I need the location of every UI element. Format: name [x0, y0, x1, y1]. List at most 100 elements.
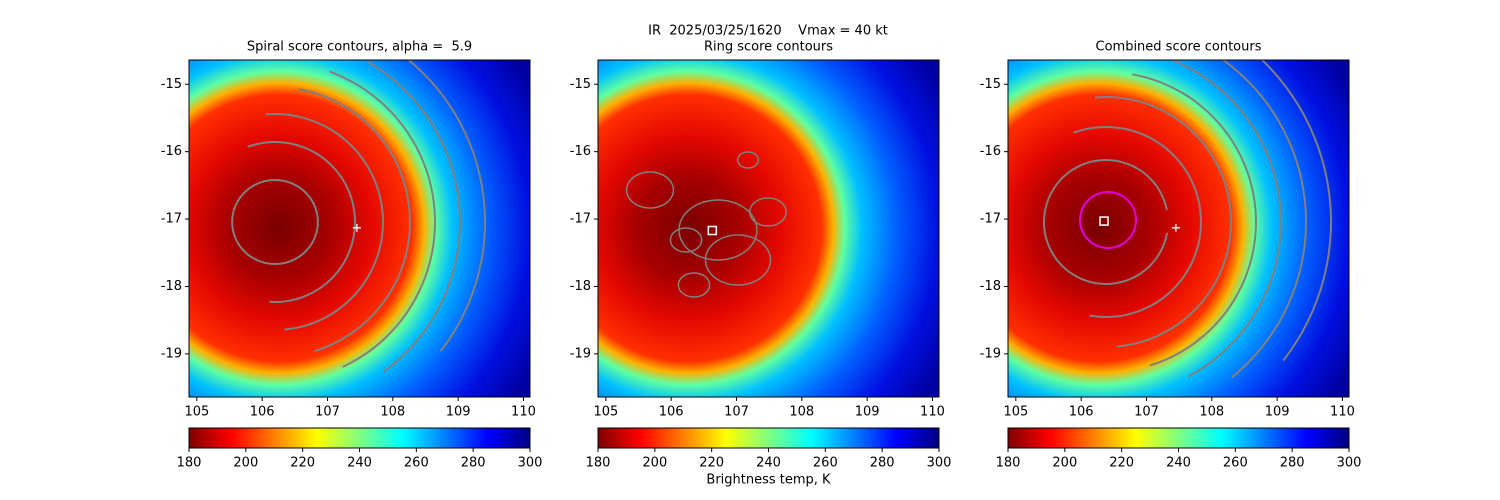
contour — [298, 88, 412, 353]
x-tick-label: 105 — [184, 405, 209, 420]
marker-plus — [352, 223, 361, 232]
contour — [736, 151, 760, 169]
colorbar — [597, 427, 940, 449]
axes-frame — [188, 59, 531, 398]
colorbar-label: Brightness temp, K — [706, 473, 831, 488]
y-tick-label: -18 — [980, 279, 1001, 294]
contour — [406, 60, 487, 352]
colorbar-tick-label: 280 — [870, 456, 895, 471]
colorbar-tick-label: 240 — [756, 456, 781, 471]
x-tick-label: 110 — [511, 405, 536, 420]
panel-title: Ring score contours — [704, 40, 833, 55]
contour — [265, 112, 385, 331]
marker-square — [1099, 216, 1109, 226]
colorbar — [188, 427, 531, 449]
colorbar-tick-label: 200 — [642, 456, 667, 471]
contour — [625, 171, 675, 209]
colorbar-tick-label: 300 — [1337, 456, 1362, 471]
y-tick-label: -15 — [980, 77, 1001, 92]
image-area — [598, 60, 939, 397]
contour — [749, 197, 787, 227]
contour — [704, 234, 772, 286]
x-tick-label: 107 — [724, 405, 749, 420]
colorbar-tick-label: 280 — [1280, 456, 1305, 471]
x-tick-label: 106 — [250, 405, 275, 420]
colorbar-tick-label: 300 — [927, 456, 952, 471]
image-area — [1008, 60, 1349, 397]
colorbar-tick-label: 260 — [1223, 456, 1248, 471]
x-tick-label: 105 — [1003, 405, 1028, 420]
y-tick-label: -16 — [570, 144, 591, 159]
colorbar-tick-label: 180 — [177, 456, 202, 471]
x-tick-label: 109 — [446, 405, 471, 420]
x-tick-label: 106 — [659, 405, 684, 420]
x-tick-label: 109 — [855, 405, 880, 420]
marker-plus — [1171, 223, 1180, 232]
y-tick-label: -18 — [570, 279, 591, 294]
colorbar-tick-label: 300 — [518, 456, 543, 471]
contour — [1260, 60, 1333, 362]
contour — [1079, 191, 1137, 249]
contour — [329, 70, 437, 368]
brightness-image — [1008, 60, 1349, 397]
contour — [678, 199, 758, 261]
x-tick-label: 109 — [1265, 405, 1290, 420]
y-tick-label: -15 — [161, 77, 182, 92]
marker-square — [707, 225, 718, 236]
contour — [1169, 60, 1283, 378]
contour — [1095, 95, 1233, 348]
panel: Ring score contours 105 106 107 108 109 110 -15… — [570, 40, 952, 488]
contour — [1073, 125, 1203, 319]
y-tick-label: -19 — [161, 346, 182, 361]
x-tick-label: 107 — [315, 405, 340, 420]
y-tick-label: -16 — [980, 144, 1001, 159]
colorbar-tick-label: 220 — [1109, 456, 1134, 471]
colorbar-tick-label: 220 — [699, 456, 724, 471]
contour — [1043, 159, 1169, 285]
contour — [669, 227, 703, 253]
y-tick-label: -19 — [980, 346, 1001, 361]
y-tick-label: -16 — [161, 144, 182, 159]
y-tick-label: -19 — [570, 346, 591, 361]
brightness-image — [189, 60, 530, 397]
y-tick-label: -17 — [980, 212, 1001, 227]
colorbar-tick-label: 180 — [586, 456, 611, 471]
panel-title: Spiral score contours, alpha = 5.9 — [247, 40, 472, 55]
brightness-image — [598, 60, 939, 397]
figure-title: IR 2025/03/25/1620 Vmax = 40 kt — [648, 24, 888, 39]
panel: Combined score contours 105 106 107 108 109 11… — [980, 40, 1362, 471]
y-tick-label: -18 — [161, 279, 182, 294]
colorbar — [1007, 427, 1350, 449]
axes-frame — [1007, 59, 1350, 398]
contour — [1221, 60, 1308, 379]
x-tick-label: 110 — [920, 405, 945, 420]
y-tick-label: -17 — [570, 212, 591, 227]
contour — [677, 272, 711, 298]
panel-title: Combined score contours — [1096, 40, 1262, 55]
colorbar-tick-label: 200 — [1052, 456, 1077, 471]
contour — [231, 178, 319, 266]
colorbar-tick-label: 240 — [347, 456, 372, 471]
colorbar-tick-label: 260 — [404, 456, 429, 471]
x-tick-label: 106 — [1069, 405, 1094, 420]
colorbar-tick-label: 200 — [233, 456, 258, 471]
colorbar-tick-label: 220 — [290, 456, 315, 471]
panel: Spiral score contours, alpha = 5.9 105 106… — [161, 40, 543, 471]
axes-frame — [597, 59, 940, 398]
contour — [247, 141, 356, 303]
x-tick-label: 108 — [380, 405, 405, 420]
colorbar-tick-label: 240 — [1166, 456, 1191, 471]
x-tick-label: 105 — [593, 405, 618, 420]
colorbar-tick-label: 260 — [813, 456, 838, 471]
colorbar-tick-label: 180 — [996, 456, 1021, 471]
contour — [1131, 73, 1258, 367]
y-tick-label: -17 — [161, 212, 182, 227]
x-tick-label: 108 — [1199, 405, 1224, 420]
contour — [366, 60, 462, 373]
colorbar-tick-label: 280 — [461, 456, 486, 471]
image-area — [189, 60, 530, 397]
x-tick-label: 107 — [1134, 405, 1159, 420]
x-tick-label: 108 — [789, 405, 814, 420]
y-tick-label: -15 — [570, 77, 591, 92]
